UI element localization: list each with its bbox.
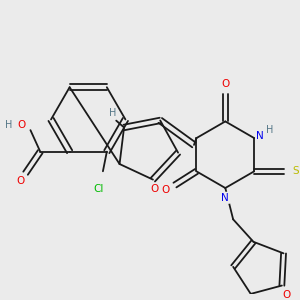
Text: O: O (221, 79, 230, 89)
Text: Cl: Cl (94, 184, 104, 194)
Text: S: S (292, 167, 298, 176)
Text: O: O (151, 184, 159, 194)
Text: N: N (221, 193, 229, 203)
Text: O: O (283, 290, 291, 300)
Text: H: H (109, 108, 116, 118)
Text: O: O (161, 185, 169, 195)
Text: H: H (5, 120, 13, 130)
Text: O: O (16, 176, 25, 186)
Text: N: N (256, 131, 264, 141)
Text: H: H (266, 125, 274, 135)
Text: O: O (17, 120, 26, 130)
